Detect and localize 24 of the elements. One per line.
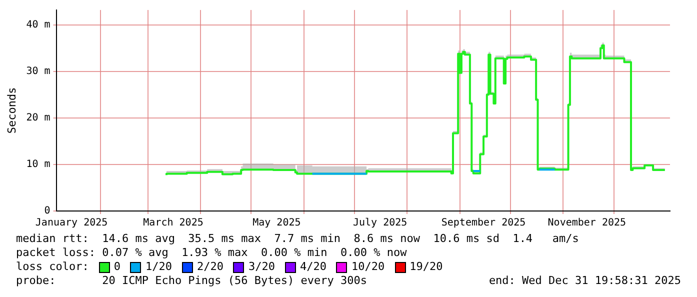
legend-label: 3/20 [248,260,275,274]
x-tick-label: September 2025 [441,218,526,229]
text: end: Wed Dec 31 19:58:31 2025 [488,274,681,288]
y-tick-label: 30 m [26,66,50,78]
legend-title: loss color: [16,260,89,274]
legend-label: 1/20 [145,260,172,274]
y-tick-label: 40 m [26,19,50,30]
legend-label: 4/20 [300,260,326,274]
text: probe: 20 ICMP Echo Pings (56 Bytes) every 300s [16,274,367,288]
x-tick-label: January 2025 [35,218,108,229]
text: packet loss: 0.07 % avg 1.93 % max 0.00 % min 0.00 % now [16,246,408,260]
legend-label: 2/20 [196,260,224,274]
x-tick-label: July 2025 [353,218,408,229]
x-tick-label: November 2025 [548,218,626,229]
y-tick-label: 0 [44,206,50,217]
y-axis-title: Seconds [5,87,18,134]
x-tick-label: March 2025 [143,218,204,229]
legend-label: 10/20 [351,260,385,274]
legend-label: 19/20 [410,260,443,274]
text: median rtt: 14.6 ms avg 35.5 ms max 7.7 ms min 8.6 ms now 10.6 ms sd 1.4 am/s [16,232,580,246]
y-tick-label: 20 m [26,112,50,124]
legend-label: 0 [114,260,120,274]
x-tick-label: May 2025 [252,218,301,229]
y-tick-label: 10 m [26,159,50,170]
